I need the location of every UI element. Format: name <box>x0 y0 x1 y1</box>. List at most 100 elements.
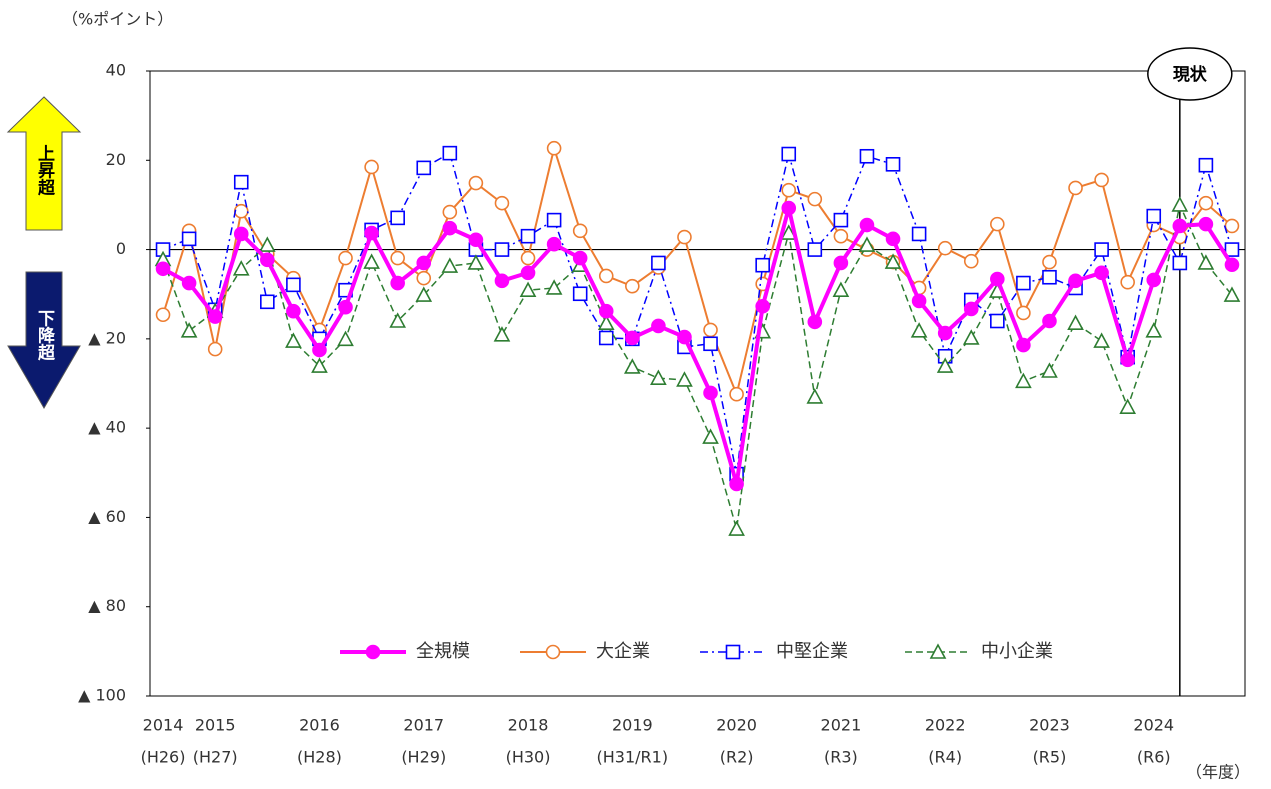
point <box>390 250 405 266</box>
x-tick-label: 2020 <box>716 716 757 735</box>
point <box>1067 314 1084 331</box>
point <box>363 253 380 269</box>
point <box>729 386 744 402</box>
point <box>1068 180 1083 196</box>
point <box>155 307 171 323</box>
current-label: 現状 <box>1173 64 1208 85</box>
point <box>807 314 823 330</box>
legend-label: 全規模 <box>416 641 470 662</box>
up-arrow <box>6 96 82 231</box>
legend-label: 中小企業 <box>981 641 1053 662</box>
point <box>651 255 666 271</box>
point <box>286 277 301 293</box>
point <box>703 336 718 352</box>
point <box>364 159 379 175</box>
y-tick-label: 40 <box>106 61 126 80</box>
point <box>233 203 249 219</box>
point <box>520 250 536 266</box>
point <box>1041 362 1058 378</box>
point <box>781 182 797 198</box>
point <box>416 255 432 271</box>
point <box>598 330 614 346</box>
point <box>990 271 1005 287</box>
point <box>519 281 537 297</box>
point <box>415 286 433 302</box>
legend-label: 大企業 <box>596 641 650 662</box>
point <box>676 371 693 387</box>
point <box>1224 257 1240 273</box>
point <box>442 220 458 236</box>
point <box>364 225 379 241</box>
point <box>597 314 615 331</box>
x-era-label: (H27) <box>193 748 238 767</box>
x-tick-label: 2015 <box>195 716 236 735</box>
point <box>833 228 849 244</box>
point <box>468 175 484 191</box>
point <box>416 270 432 286</box>
point <box>1119 398 1137 414</box>
point <box>546 236 562 252</box>
y-tick-label: ▲ 20 <box>88 328 126 347</box>
point <box>963 301 979 317</box>
point <box>1094 265 1109 281</box>
x-era-label: (R6) <box>1137 748 1171 767</box>
point <box>572 286 588 302</box>
point <box>285 332 302 348</box>
x-era-label: (H29) <box>401 748 446 767</box>
point <box>625 278 640 294</box>
point <box>545 279 563 295</box>
point <box>286 303 301 319</box>
point <box>468 232 484 248</box>
point <box>1197 254 1215 270</box>
legend-marker <box>365 644 381 660</box>
point <box>389 312 407 328</box>
point <box>232 260 250 276</box>
point <box>1120 352 1135 368</box>
x-tick-label: 2014 <box>143 716 184 735</box>
point <box>390 210 405 226</box>
x-era-label: (R2) <box>720 748 754 767</box>
x-era-label: (R5) <box>1033 748 1067 767</box>
x-era-label: (R4) <box>928 748 962 767</box>
point <box>598 303 614 319</box>
y-tick-label: ▲ 100 <box>78 686 126 705</box>
point <box>937 325 953 341</box>
point <box>494 242 510 257</box>
point <box>311 357 328 373</box>
point <box>520 228 536 244</box>
point <box>911 293 927 309</box>
point <box>832 281 850 297</box>
x-tick-label: 2022 <box>925 716 966 735</box>
point <box>1223 286 1241 302</box>
point <box>781 200 797 216</box>
point <box>781 146 797 162</box>
point <box>703 385 718 401</box>
point <box>1068 273 1083 289</box>
point <box>546 212 562 228</box>
point <box>990 216 1005 232</box>
x-tick-label: 2023 <box>1029 716 1070 735</box>
point <box>936 357 954 373</box>
x-era-label: (H26) <box>141 748 186 767</box>
down-label: 下降超 <box>34 310 55 362</box>
point <box>1172 255 1188 271</box>
point <box>807 242 823 257</box>
x-tick-label: 2017 <box>403 716 444 735</box>
point <box>1042 269 1057 285</box>
x-era-label: (H30) <box>506 748 551 767</box>
point <box>467 254 485 270</box>
y-axis-label: （%ポイント） <box>62 10 173 29</box>
point <box>546 140 562 156</box>
point <box>937 240 953 256</box>
y-tick-label: 20 <box>106 150 126 169</box>
current-badge <box>1147 47 1233 101</box>
point <box>233 226 249 242</box>
point <box>911 226 927 242</box>
x-era-label: (H28) <box>297 748 342 767</box>
point <box>910 322 928 338</box>
point <box>963 253 979 269</box>
x-tick-label: 2018 <box>508 716 549 735</box>
y-tick-label: ▲ 80 <box>88 596 126 615</box>
point <box>729 476 744 492</box>
y-tick-label: ▲ 60 <box>88 507 126 526</box>
